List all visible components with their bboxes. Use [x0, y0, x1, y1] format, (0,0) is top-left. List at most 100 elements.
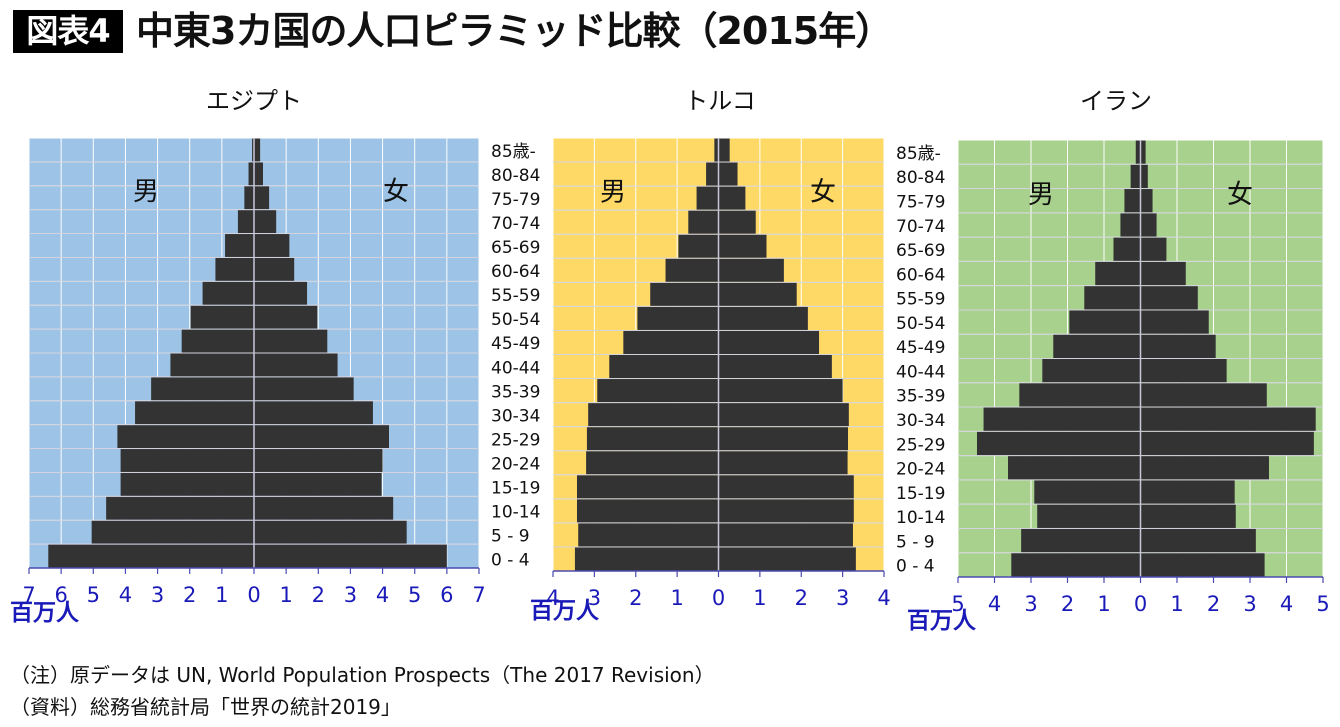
chart-title-egypt: エジプト	[206, 87, 302, 115]
bar-male-iran	[1008, 456, 1141, 480]
x-tick-label: 6	[440, 583, 453, 607]
age-group-label: 5 - 9	[896, 532, 935, 552]
bar-male-egypt	[120, 449, 254, 472]
x-tick-label: 3	[1243, 592, 1256, 616]
x-tick-label: 4	[877, 586, 890, 610]
bar-male-egypt	[215, 257, 254, 281]
age-group-label: 35-39	[896, 387, 945, 407]
age-group-label: 10-14	[896, 508, 945, 528]
female-label: 女	[810, 178, 836, 208]
age-group-label: 50-54	[491, 310, 540, 330]
age-group-label: 10-14	[491, 503, 540, 523]
age-group-label: 75-79	[491, 190, 540, 210]
bar-male-turkey	[665, 258, 719, 282]
x-tick-label: 4	[546, 586, 559, 610]
x-tick-label: 5	[1316, 592, 1329, 616]
bar-male-egypt	[170, 353, 254, 377]
bar-male-turkey	[578, 523, 719, 547]
chart-title-iran: イラン	[1080, 87, 1152, 115]
bar-female-iran	[1140, 553, 1265, 577]
bar-female-turkey	[718, 379, 843, 403]
bar-male-turkey	[586, 451, 719, 475]
bar-male-iran	[1034, 480, 1141, 504]
age-group-label: 55-59	[896, 290, 945, 310]
note-source-data: （注）原データは UN, World Population Prospects（…	[10, 663, 715, 687]
age-group-label: 75-79	[896, 192, 945, 212]
age-group-label: 85歳-	[896, 144, 941, 164]
x-tick-label: 2	[629, 586, 642, 610]
age-group-label: 25-29	[491, 430, 540, 450]
bar-male-iran	[1019, 383, 1141, 407]
bar-male-egypt	[151, 377, 254, 401]
bar-female-iran	[1140, 431, 1314, 456]
bar-male-turkey	[623, 330, 719, 354]
age-group-label: 35-39	[491, 382, 540, 402]
bar-male-turkey	[597, 379, 719, 403]
x-tick-label: 5	[87, 583, 100, 607]
x-tick-label: 2	[312, 583, 325, 607]
age-group-label: 70-74	[896, 217, 945, 237]
bar-female-turkey	[718, 186, 746, 210]
x-tick-label: 1	[279, 583, 292, 607]
x-axis-unit-label: 百万人	[907, 608, 977, 634]
age-group-label: 5 - 9	[491, 527, 530, 547]
x-tick-label: 3	[588, 586, 601, 610]
bar-male-iran	[1011, 553, 1141, 577]
age-group-label: 60-64	[896, 265, 945, 285]
age-group-label: 40-44	[896, 362, 945, 382]
x-tick-label: 5	[951, 592, 964, 616]
bar-female-iran	[1140, 189, 1153, 213]
age-group-label: 45-49	[491, 334, 540, 354]
x-tick-label: 4	[988, 592, 1001, 616]
male-label: 男	[1028, 180, 1054, 210]
bar-male-egypt	[181, 329, 254, 353]
age-group-label: 45-49	[896, 338, 945, 358]
bar-male-turkey	[678, 234, 719, 258]
bar-male-egypt	[117, 425, 255, 449]
bar-male-iran	[1053, 334, 1141, 358]
bar-female-turkey	[718, 282, 797, 306]
bar-male-turkey	[574, 547, 719, 571]
bar-female-egypt	[254, 210, 277, 234]
x-tick-label: 4	[376, 583, 389, 607]
bar-female-turkey	[718, 162, 738, 186]
bar-male-egypt	[190, 305, 254, 329]
bar-male-turkey	[714, 138, 719, 162]
age-group-label: 15-19	[491, 479, 540, 499]
x-tick-label: 6	[54, 583, 67, 607]
age-group-label: 50-54	[896, 314, 945, 334]
bar-female-iran	[1140, 480, 1235, 504]
age-group-label: 25-29	[896, 435, 945, 455]
bar-female-turkey	[718, 234, 767, 258]
x-tick-label: 2	[183, 583, 196, 607]
age-group-label: 15-19	[896, 484, 945, 504]
bar-female-iran	[1140, 140, 1146, 164]
age-group-label: 85歳-	[491, 142, 536, 162]
bar-female-egypt	[254, 520, 407, 544]
x-tick-label: 5	[408, 583, 421, 607]
bar-female-iran	[1140, 164, 1148, 189]
bar-male-turkey	[650, 282, 719, 306]
bar-male-turkey	[637, 306, 719, 330]
x-tick-label: 0	[712, 586, 725, 610]
age-group-label: 60-64	[491, 262, 540, 282]
bar-female-iran	[1140, 359, 1227, 383]
x-tick-label: 4	[1280, 592, 1293, 616]
age-group-label: 80-84	[896, 168, 945, 188]
bar-male-turkey	[576, 499, 719, 523]
x-tick-label: 3	[836, 586, 849, 610]
bar-female-egypt	[254, 449, 383, 472]
bar-female-egypt	[254, 401, 373, 425]
female-label: 女	[1227, 180, 1253, 210]
bar-female-turkey	[718, 355, 832, 379]
bar-male-egypt	[48, 544, 255, 568]
bar-male-iran	[1120, 213, 1141, 237]
bar-male-egypt	[120, 472, 254, 496]
bar-female-iran	[1140, 407, 1316, 431]
x-tick-label: 1	[670, 586, 683, 610]
x-tick-label: 3	[151, 583, 164, 607]
bar-male-turkey	[586, 427, 719, 451]
bar-female-iran	[1140, 504, 1236, 528]
figure-number-badge: 図表4	[13, 10, 123, 53]
age-group-label: 30-34	[896, 411, 945, 431]
